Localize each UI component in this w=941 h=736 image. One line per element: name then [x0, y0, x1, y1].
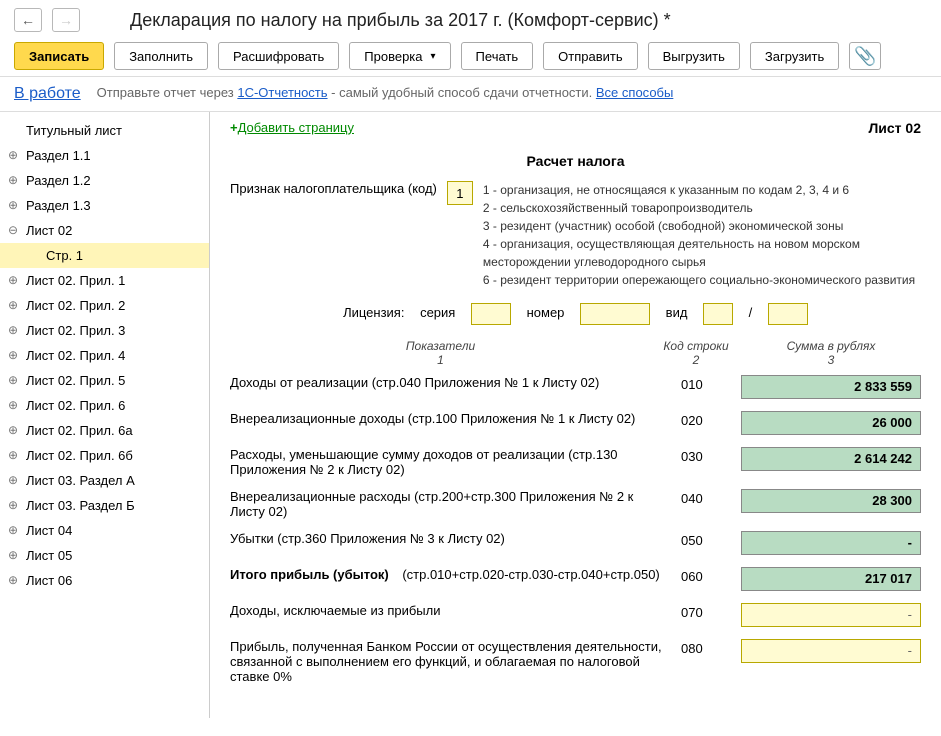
tree-item[interactable]: Лист 02. Прил. 6	[0, 393, 209, 418]
line-code: 060	[681, 567, 741, 584]
indicator-label: Прибыль, полученная Банком России от осу…	[230, 639, 681, 684]
nav-forward-button[interactable]: →	[52, 8, 80, 32]
data-row: Доходы, исключаемые из прибыли070-	[230, 603, 921, 627]
sheet-label: Лист 02	[868, 120, 921, 136]
status-link[interactable]: В работе	[14, 85, 81, 103]
taxpayer-label: Признак налогоплательщика (код)	[230, 181, 437, 196]
tree-item[interactable]: Лист 02. Прил. 4	[0, 343, 209, 368]
all-methods-link[interactable]: Все способы	[596, 85, 673, 100]
data-row: Доходы от реализации (стр.040 Приложения…	[230, 375, 921, 399]
tree-item[interactable]: Лист 04	[0, 518, 209, 543]
value-field[interactable]: -	[741, 639, 921, 663]
data-row: Внереализационные расходы (стр.200+стр.3…	[230, 489, 921, 519]
tree-item[interactable]: Лист 02. Прил. 6б	[0, 443, 209, 468]
value-field[interactable]: 26 000	[741, 411, 921, 435]
indicator-label: Доходы, исключаемые из прибыли	[230, 603, 681, 618]
data-row: Итого прибыль (убыток) (стр.010+стр.020-…	[230, 567, 921, 591]
print-button[interactable]: Печать	[461, 42, 534, 70]
license-sub-input[interactable]	[768, 303, 808, 325]
line-code: 030	[681, 447, 741, 464]
license-row: Лицензия: серия номер вид /	[230, 303, 921, 325]
line-code: 010	[681, 375, 741, 392]
value-field[interactable]: 2 614 242	[741, 447, 921, 471]
tree-item[interactable]: Стр. 1	[0, 243, 209, 268]
license-series-input[interactable]	[471, 303, 511, 325]
paperclip-icon: 📎	[854, 46, 876, 67]
tree-item[interactable]: Лист 02. Прил. 3	[0, 318, 209, 343]
indicator-label: Убытки (стр.360 Приложения № 3 к Листу 0…	[230, 531, 681, 546]
line-code: 020	[681, 411, 741, 428]
value-field[interactable]: -	[741, 603, 921, 627]
form-heading: Расчет налога	[230, 153, 921, 169]
upload-button[interactable]: Выгрузить	[648, 42, 740, 70]
info-text: Отправьте отчет через 1С-Отчетность - са…	[97, 85, 674, 103]
tree-item[interactable]: Раздел 1.2	[0, 168, 209, 193]
line-code: 050	[681, 531, 741, 548]
tree-item[interactable]: Лист 03. Раздел А	[0, 468, 209, 493]
tree-item[interactable]: Раздел 1.3	[0, 193, 209, 218]
line-code: 080	[681, 639, 741, 656]
attach-button[interactable]: 📎	[849, 42, 881, 70]
reporting-link[interactable]: 1С-Отчетность	[237, 85, 327, 100]
tree-item[interactable]: Лист 02. Прил. 2	[0, 293, 209, 318]
license-type-input[interactable]	[703, 303, 733, 325]
tree-item[interactable]: Лист 02	[0, 218, 209, 243]
indicator-label: Внереализационные доходы (стр.100 Прилож…	[230, 411, 681, 426]
form-content: Лист 02 Добавить страницу Расчет налога …	[210, 112, 941, 718]
data-row: Прибыль, полученная Банком России от осу…	[230, 639, 921, 684]
indicator-label: Расходы, уменьшающие сумму доходов от ре…	[230, 447, 681, 477]
nav-back-button[interactable]: ←	[14, 8, 42, 32]
decode-button[interactable]: Расшифровать	[218, 42, 339, 70]
indicator-label: Итого прибыль (убыток) (стр.010+стр.020-…	[230, 567, 681, 582]
line-code: 070	[681, 603, 741, 620]
tree-item[interactable]: Лист 06	[0, 568, 209, 593]
tree-item[interactable]: Титульный лист	[0, 118, 209, 143]
check-button[interactable]: Проверка	[349, 42, 450, 70]
tree-item[interactable]: Лист 05	[0, 543, 209, 568]
navigation-tree: Титульный листРаздел 1.1Раздел 1.2Раздел…	[0, 112, 210, 718]
fill-button[interactable]: Заполнить	[114, 42, 208, 70]
tree-item[interactable]: Лист 03. Раздел Б	[0, 493, 209, 518]
taxpayer-code-input[interactable]	[447, 181, 473, 205]
tree-item[interactable]: Лист 02. Прил. 1	[0, 268, 209, 293]
tree-item[interactable]: Лист 02. Прил. 5	[0, 368, 209, 393]
load-button[interactable]: Загрузить	[750, 42, 839, 70]
data-row: Расходы, уменьшающие сумму доходов от ре…	[230, 447, 921, 477]
tree-item[interactable]: Раздел 1.1	[0, 143, 209, 168]
data-row: Внереализационные доходы (стр.100 Прилож…	[230, 411, 921, 435]
indicator-label: Внереализационные расходы (стр.200+стр.3…	[230, 489, 681, 519]
add-page-link[interactable]: Добавить страницу	[230, 120, 354, 135]
value-field[interactable]: 2 833 559	[741, 375, 921, 399]
table-header: Показатели1 Код строки2 Сумма в рублях3	[230, 339, 921, 367]
indicator-label: Доходы от реализации (стр.040 Приложения…	[230, 375, 681, 390]
tree-item[interactable]: Лист 02. Прил. 6а	[0, 418, 209, 443]
value-field[interactable]: 217 017	[741, 567, 921, 591]
data-row: Убытки (стр.360 Приложения № 3 к Листу 0…	[230, 531, 921, 555]
value-field[interactable]: -	[741, 531, 921, 555]
page-title: Декларация по налогу на прибыль за 2017 …	[130, 10, 671, 31]
license-number-input[interactable]	[580, 303, 650, 325]
write-button[interactable]: Записать	[14, 42, 104, 70]
line-code: 040	[681, 489, 741, 506]
taxpayer-codes-legend: 1 - организация, не относящаяся к указан…	[483, 181, 921, 289]
value-field[interactable]: 28 300	[741, 489, 921, 513]
send-button[interactable]: Отправить	[543, 42, 637, 70]
